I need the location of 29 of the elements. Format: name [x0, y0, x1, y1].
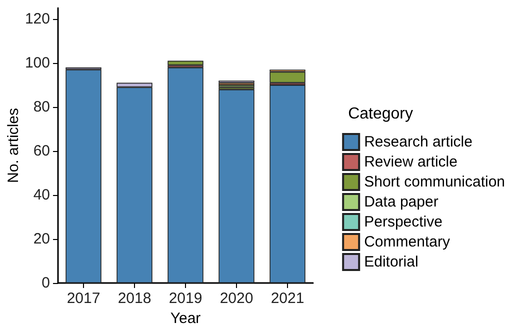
x-tick-label: 2021 — [270, 290, 304, 307]
bar — [270, 85, 306, 283]
y-tick-label: 100 — [24, 54, 50, 72]
legend-label: Review article — [364, 154, 458, 170]
x-tick-label: 2018 — [118, 290, 152, 307]
bar — [66, 70, 102, 283]
bar — [168, 67, 204, 283]
x-tick-label: 2020 — [220, 290, 254, 307]
legend-label: Short communication — [364, 174, 506, 190]
bar — [218, 89, 254, 283]
legend-label: Data paper — [364, 194, 438, 210]
legend-label: Research article — [364, 134, 472, 150]
y-axis-title: No. articles — [5, 108, 22, 184]
y-tick-label: 120 — [24, 10, 50, 28]
bar — [168, 60, 204, 66]
bar — [116, 87, 152, 283]
y-tick-label: 0 — [42, 274, 50, 292]
legend-label: Editorial — [364, 254, 418, 270]
y-tick-label: 40 — [33, 186, 50, 204]
legend-label: Perspective — [364, 214, 442, 230]
legend-title: Category — [348, 106, 413, 122]
x-axis-title: Year — [170, 310, 201, 327]
x-tick-label: 2019 — [168, 290, 202, 307]
bar — [270, 72, 306, 83]
legend-label: Commentary — [364, 234, 450, 250]
y-tick-label: 20 — [33, 230, 50, 248]
x-tick-label: 2017 — [66, 290, 100, 307]
y-tick-label: 60 — [33, 142, 50, 160]
y-tick-label: 80 — [33, 98, 50, 116]
